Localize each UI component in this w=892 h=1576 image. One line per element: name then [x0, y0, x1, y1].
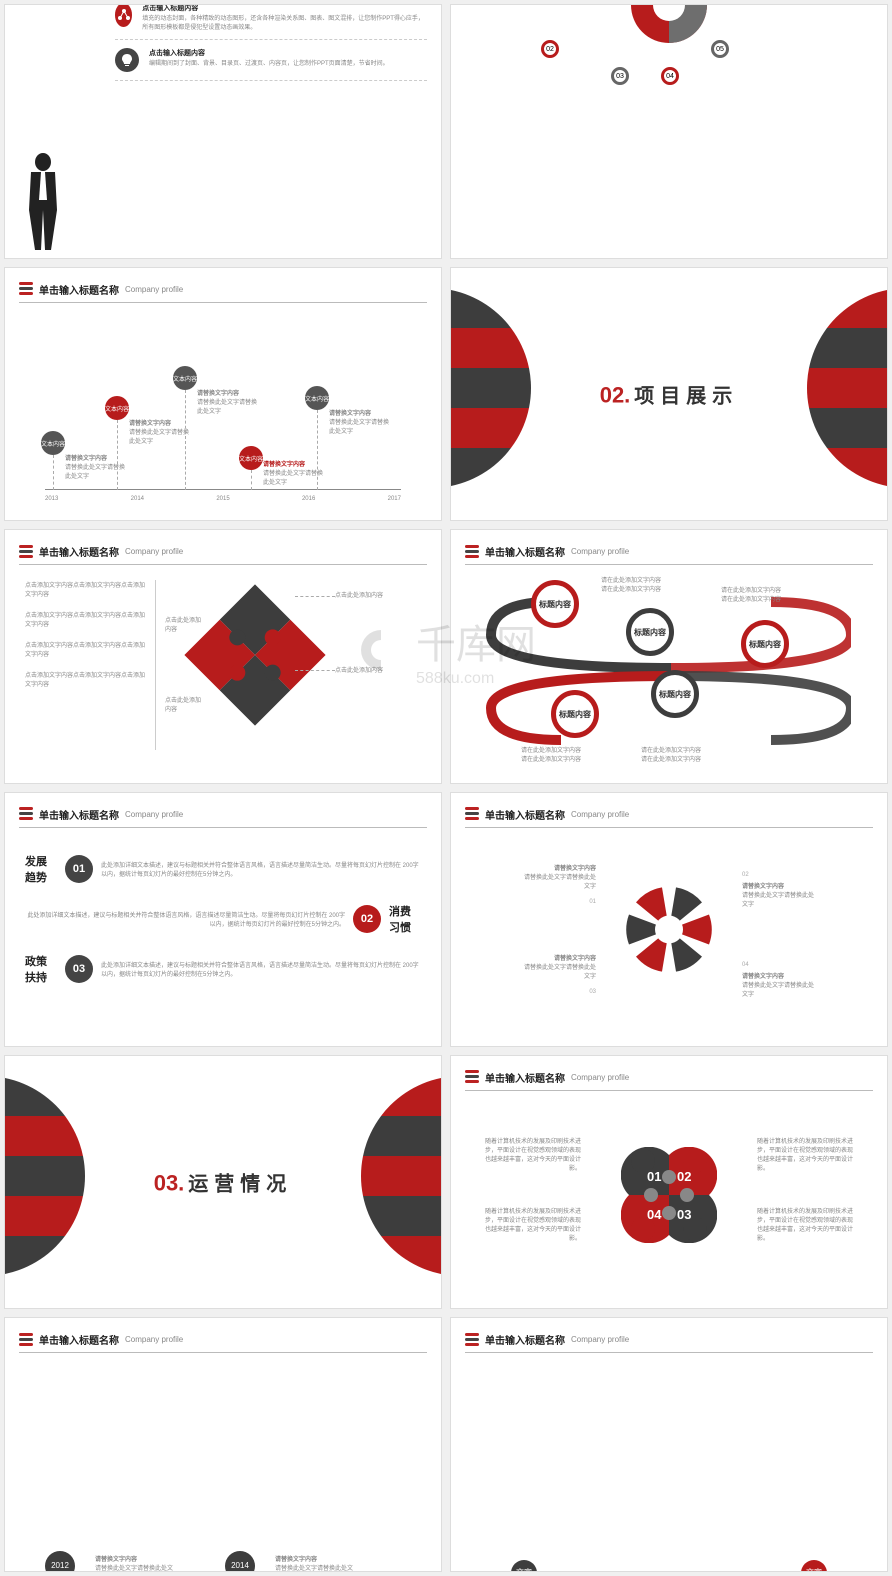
- body: 此处添加详细文本描述，建议与标题相关并符合整体语言风格，语言描述尽量简洁生动。尽…: [25, 910, 345, 928]
- page-subtitle: Company profile: [125, 1335, 183, 1344]
- page-subtitle: Company profile: [571, 547, 629, 556]
- body: 随着计算机技术的发展及印刷技术进步，平面设计在视觉感观领域的表现也越来越丰富，这…: [757, 1206, 857, 1242]
- num-circle: 05: [711, 40, 729, 58]
- slide-9: 03. 运营情况: [4, 1055, 442, 1310]
- page-title: 单击输入标题名称: [485, 1332, 565, 1347]
- section-number: 02.: [600, 382, 631, 408]
- body: 随着计算机技术的发展及印刷技术进步，平面设计在视觉感观领域的表现也越来越丰富，这…: [757, 1136, 857, 1172]
- flow-tracks-icon: [471, 580, 851, 760]
- num-badge: 03: [65, 955, 93, 983]
- list-item: 点击添加文字内容点击添加文字内容点击添加文字内容: [25, 640, 145, 658]
- slide-5: 单击输入标题名称 Company profile 点击添加文字内容点击添加文字内…: [4, 529, 442, 784]
- list-item: 点击添加文字内容点击添加文字内容点击添加文字内容: [25, 610, 145, 628]
- label-badge: 文字: [511, 1560, 537, 1572]
- slide-12: 单击输入标题名称 Company profile 文字 文字: [450, 1317, 888, 1572]
- clover-icon: 01 02 03 04: [621, 1147, 717, 1243]
- page-title: 单击输入标题名称: [39, 1332, 119, 1347]
- person-silhouette-icon: [13, 150, 73, 250]
- heading: 政策扶持: [25, 953, 57, 985]
- num-badge: 02: [353, 905, 381, 933]
- puzzle-icon: [184, 585, 325, 726]
- pin-icon: 文本内容: [41, 431, 65, 455]
- slide-1: 点击输入标题内容 填充的动态封面，各种精致的动态图形，还含各种渲染关系图、图表、…: [4, 4, 442, 259]
- list-item: 点击添加文字内容点击添加文字内容点击添加文字内容: [25, 670, 145, 688]
- slide-6: 单击输入标题名称 Company profile 标题内容 标题内容 标题内容 …: [450, 529, 888, 784]
- num-circle: 03: [611, 67, 629, 85]
- item-title: 点击输入标题内容: [142, 4, 427, 13]
- hint: 点击此处添加内容: [335, 665, 385, 674]
- hint: 点击此处添加内容: [335, 590, 385, 599]
- header-stripes-icon: [465, 545, 479, 559]
- page-subtitle: Company profile: [125, 285, 183, 294]
- year: 2017: [388, 496, 401, 502]
- svg-text:01: 01: [647, 1169, 661, 1184]
- item-body: 编辑期间到了封面、背景、目录页、过渡页、内容页，让您制作PPT页面清楚，节省时间…: [149, 58, 389, 67]
- body: 此处添加详细文本描述，建议与标题相关并符合整体语言风格，语言描述尽量简洁生动。尽…: [101, 860, 421, 878]
- page-subtitle: Company profile: [571, 810, 629, 819]
- bulb-icon: [115, 48, 139, 72]
- year-badge: 2014: [225, 1551, 255, 1572]
- page-subtitle: Company profile: [571, 1335, 629, 1344]
- year: 2013: [45, 496, 58, 502]
- label-badge: 文字: [801, 1560, 827, 1572]
- num-badge: 01: [65, 855, 93, 883]
- pin-icon: 文本内容: [239, 446, 263, 470]
- num-circle: 04: [661, 67, 679, 85]
- body: 随着计算机技术的发展及印刷技术进步，平面设计在视觉感观领域的表现也越来越丰富，这…: [481, 1136, 581, 1172]
- page-title: 单击输入标题名称: [485, 544, 565, 559]
- list-item: 点击添加文字内容点击添加文字内容点击添加文字内容: [25, 580, 145, 598]
- slide-4: 02. 项目展示: [450, 267, 888, 522]
- page-subtitle: Company profile: [571, 1073, 629, 1082]
- slide-7: 单击输入标题名称 Company profile 发展趋势 01 此处添加详细文…: [4, 792, 442, 1047]
- page-title: 单击输入标题名称: [39, 807, 119, 822]
- heading: 消费习惯: [389, 903, 421, 935]
- year-badge: 2012: [45, 1551, 75, 1572]
- item-body: 填充的动态封面，各种精致的动态图形，还含各种渲染关系图、图表、图文混排，让您制作…: [142, 13, 427, 31]
- node-circle: 标题内容: [741, 620, 789, 668]
- header-stripes-icon: [19, 282, 33, 296]
- body: 随着计算机技术的发展及印刷技术进步，平面设计在视觉感观领域的表现也越来越丰富，这…: [481, 1206, 581, 1242]
- hint: 点击此处添加内容: [165, 615, 205, 633]
- page-title: 单击输入标题名称: [39, 544, 119, 559]
- header-stripes-icon: [465, 1333, 479, 1347]
- section-title: 运营情况: [188, 1167, 292, 1196]
- node-circle: 标题内容: [551, 690, 599, 738]
- svg-text:04: 04: [647, 1207, 662, 1222]
- year: 2015: [216, 496, 229, 502]
- page-title: 单击输入标题名称: [39, 282, 119, 297]
- year: 2014: [131, 496, 144, 502]
- page-subtitle: Company profile: [125, 547, 183, 556]
- svg-text:03: 03: [677, 1207, 691, 1222]
- page-subtitle: Company profile: [125, 810, 183, 819]
- header-stripes-icon: [19, 545, 33, 559]
- section-number: 03.: [154, 1170, 185, 1196]
- pin-icon: 文本内容: [105, 396, 129, 420]
- year: 2016: [302, 496, 315, 502]
- header-stripes-icon: [465, 807, 479, 821]
- slide-11: 单击输入标题名称 Company profile 2012 2014 请替换文字…: [4, 1317, 442, 1572]
- svg-text:02: 02: [677, 1169, 691, 1184]
- page-title: 单击输入标题名称: [485, 1070, 565, 1085]
- body: 此处添加详细文本描述，建议与标题相关并符合整体语言风格，语言描述尽量简洁生动。尽…: [101, 960, 421, 978]
- section-title: 项目展示: [634, 379, 738, 408]
- header-stripes-icon: [465, 1070, 479, 1084]
- aperture-icon: [619, 879, 719, 979]
- header-stripes-icon: [19, 807, 33, 821]
- page-title: 单击输入标题名称: [485, 807, 565, 822]
- pin-icon: 文本内容: [173, 366, 197, 390]
- slide-8: 单击输入标题名称 Company profile 请替换文字内容 请替换此处文字…: [450, 792, 888, 1047]
- header-stripes-icon: [19, 1333, 33, 1347]
- item-title: 点击输入标题内容: [149, 48, 389, 58]
- node-circle: 标题内容: [626, 608, 674, 656]
- num-circle: 02: [541, 40, 559, 58]
- hint: 点击此处添加内容: [165, 695, 205, 713]
- slide-2: 02 03 04 05: [450, 4, 888, 259]
- slide-10: 单击输入标题名称 Company profile 01 02 03 04: [450, 1055, 888, 1310]
- node-circle: 标题内容: [651, 670, 699, 718]
- node-circle: 标题内容: [531, 580, 579, 628]
- heading: 发展趋势: [25, 853, 57, 885]
- network-icon: [115, 4, 132, 27]
- pin-icon: 文本内容: [305, 386, 329, 410]
- slide-3: 单击输入标题名称 Company profile 2013 2014 2015 …: [4, 267, 442, 522]
